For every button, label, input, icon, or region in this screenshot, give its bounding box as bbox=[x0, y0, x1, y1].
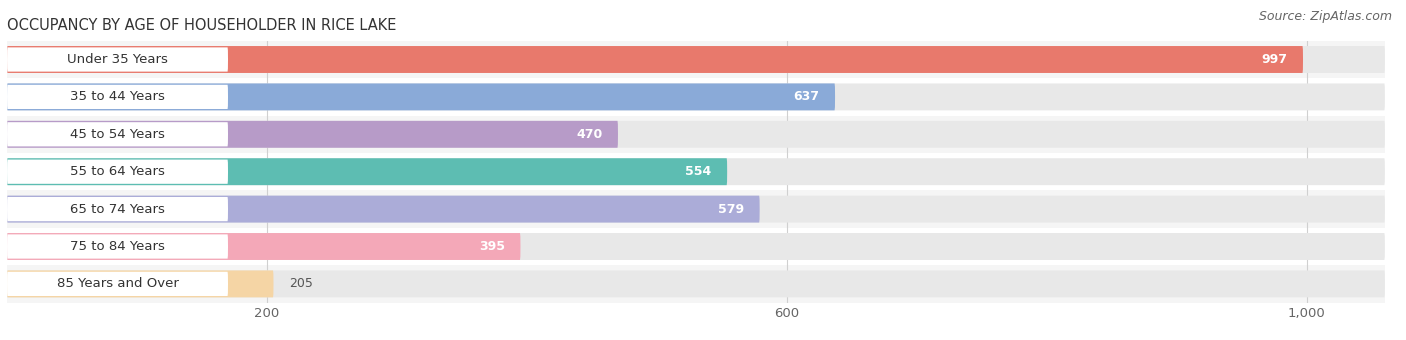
Bar bbox=[7, 190, 1385, 228]
FancyBboxPatch shape bbox=[7, 272, 228, 296]
FancyBboxPatch shape bbox=[7, 159, 228, 184]
FancyBboxPatch shape bbox=[7, 195, 759, 223]
FancyBboxPatch shape bbox=[7, 270, 1385, 298]
Text: 637: 637 bbox=[793, 90, 820, 103]
FancyBboxPatch shape bbox=[7, 83, 1385, 110]
FancyBboxPatch shape bbox=[7, 46, 1303, 73]
Text: 55 to 64 Years: 55 to 64 Years bbox=[70, 165, 165, 178]
FancyBboxPatch shape bbox=[7, 158, 727, 185]
Text: 45 to 54 Years: 45 to 54 Years bbox=[70, 128, 165, 141]
FancyBboxPatch shape bbox=[7, 47, 228, 72]
FancyBboxPatch shape bbox=[7, 233, 1385, 260]
FancyBboxPatch shape bbox=[7, 270, 274, 298]
Bar bbox=[7, 78, 1385, 116]
FancyBboxPatch shape bbox=[7, 85, 228, 109]
Text: 205: 205 bbox=[290, 277, 314, 290]
Bar bbox=[7, 228, 1385, 265]
Bar bbox=[7, 153, 1385, 190]
Text: 65 to 74 Years: 65 to 74 Years bbox=[70, 203, 165, 216]
Text: 85 Years and Over: 85 Years and Over bbox=[56, 277, 179, 290]
FancyBboxPatch shape bbox=[7, 234, 228, 259]
FancyBboxPatch shape bbox=[7, 122, 228, 147]
Text: 75 to 84 Years: 75 to 84 Years bbox=[70, 240, 165, 253]
FancyBboxPatch shape bbox=[7, 233, 520, 260]
FancyBboxPatch shape bbox=[7, 46, 1385, 73]
Text: 579: 579 bbox=[718, 203, 744, 216]
FancyBboxPatch shape bbox=[7, 121, 1385, 148]
FancyBboxPatch shape bbox=[7, 195, 1385, 223]
Text: OCCUPANCY BY AGE OF HOUSEHOLDER IN RICE LAKE: OCCUPANCY BY AGE OF HOUSEHOLDER IN RICE … bbox=[7, 18, 396, 33]
Text: Under 35 Years: Under 35 Years bbox=[67, 53, 167, 66]
Text: 35 to 44 Years: 35 to 44 Years bbox=[70, 90, 165, 103]
FancyBboxPatch shape bbox=[7, 83, 835, 110]
Text: 554: 554 bbox=[685, 165, 711, 178]
Text: 395: 395 bbox=[479, 240, 505, 253]
FancyBboxPatch shape bbox=[7, 158, 1385, 185]
Text: 997: 997 bbox=[1261, 53, 1288, 66]
Bar bbox=[7, 41, 1385, 78]
Text: 470: 470 bbox=[576, 128, 602, 141]
Text: Source: ZipAtlas.com: Source: ZipAtlas.com bbox=[1258, 10, 1392, 23]
Bar bbox=[7, 265, 1385, 303]
FancyBboxPatch shape bbox=[7, 121, 619, 148]
FancyBboxPatch shape bbox=[7, 197, 228, 221]
Bar bbox=[7, 116, 1385, 153]
